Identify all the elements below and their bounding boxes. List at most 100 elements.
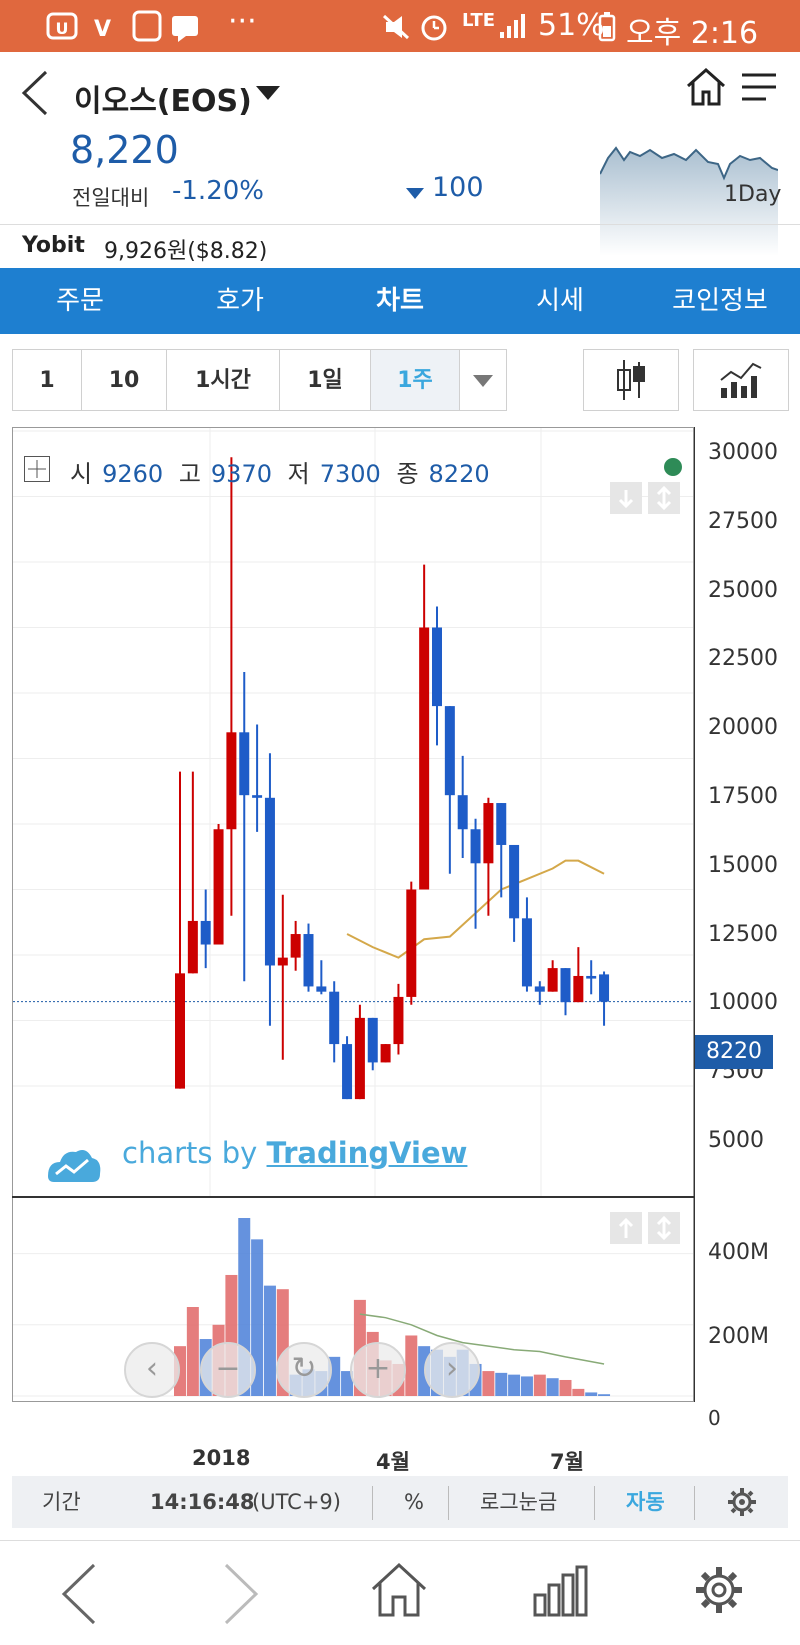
- candle-body: [303, 934, 314, 987]
- nav-home-icon[interactable]: [370, 1561, 428, 1619]
- coin-dropdown-icon[interactable]: [256, 86, 280, 100]
- scroll-right-button[interactable]: ›: [424, 1342, 480, 1398]
- svg-text:U: U: [56, 19, 69, 38]
- candle-body: [187, 920, 198, 974]
- clock: 오후 2:16: [626, 16, 759, 51]
- nav-back-icon[interactable]: [60, 1563, 100, 1625]
- candle-body: [316, 986, 327, 992]
- tradingview-watermark[interactable]: charts by TradingView: [122, 1136, 467, 1170]
- candle-body: [483, 803, 494, 864]
- period-1-hour[interactable]: 1시간: [166, 349, 280, 411]
- y-tick: 25000: [708, 578, 778, 603]
- x-tick: 4월: [376, 1450, 410, 1474]
- volume-scale-buttons[interactable]: [610, 1212, 682, 1246]
- sparkline-chart[interactable]: [600, 138, 778, 256]
- scroll-left-button[interactable]: ‹: [124, 1342, 180, 1398]
- candle-body: [432, 627, 442, 707]
- nav-forward-icon[interactable]: [220, 1563, 260, 1625]
- y-tick: 15000: [708, 853, 778, 878]
- candle-body: [573, 975, 584, 1003]
- y-tick: 22500: [708, 646, 778, 671]
- candle-body: [264, 797, 275, 966]
- volume-bar: [546, 1378, 559, 1396]
- price-scale-buttons[interactable]: [610, 482, 682, 516]
- volume-bar: [482, 1371, 495, 1396]
- nav-settings-icon[interactable]: [694, 1565, 744, 1615]
- y-tick: 17500: [708, 784, 778, 809]
- zoom-in-button[interactable]: +: [350, 1342, 406, 1398]
- connection-status-icon: [664, 458, 682, 476]
- tab-market-price[interactable]: 시세: [536, 286, 584, 316]
- period-range-button[interactable]: 기간: [42, 1490, 81, 1514]
- period-1-day[interactable]: 1일: [279, 349, 371, 411]
- chart-settings-icon[interactable]: [728, 1488, 756, 1516]
- close-label: 종: [396, 460, 419, 488]
- toolbar-clock: 14:16:48: [150, 1490, 255, 1514]
- volume-bar: [533, 1374, 546, 1396]
- candle-body: [252, 795, 263, 798]
- battery-percent: 51%: [538, 8, 605, 43]
- volume-y-tick: 0: [708, 1406, 721, 1430]
- svg-text:V: V: [94, 17, 111, 42]
- ohlc-toggle-icon[interactable]: [24, 456, 50, 482]
- tab-order[interactable]: 주문: [56, 286, 104, 316]
- candle-body: [393, 996, 404, 1045]
- chevron-down-icon: [473, 375, 493, 387]
- reset-zoom-button[interactable]: ↻: [276, 1342, 332, 1398]
- low-value: 7300: [319, 460, 381, 488]
- y-tick: 20000: [708, 715, 778, 740]
- open-value: 9260: [102, 460, 164, 488]
- tab-coin-info[interactable]: 코인정보: [672, 286, 768, 316]
- toolbar-divider: [694, 1486, 695, 1520]
- sparkline-period: 1Day: [724, 182, 782, 207]
- percent-scale-button[interactable]: %: [404, 1490, 424, 1514]
- nav-chart-icon[interactable]: [532, 1563, 588, 1619]
- tab-bar: 주문 호가 차트 시세 코인정보: [0, 268, 800, 334]
- high-label: 고: [178, 460, 201, 488]
- price-chart[interactable]: [13, 428, 693, 1196]
- volume-bar: [508, 1374, 521, 1396]
- candle-body: [406, 889, 417, 997]
- coin-title[interactable]: 이오스(EOS): [74, 84, 252, 119]
- volume-bar: [559, 1379, 572, 1396]
- volume-bar: [572, 1388, 585, 1396]
- period-10[interactable]: 10: [81, 349, 167, 411]
- auto-scale-button[interactable]: 자동: [626, 1490, 665, 1514]
- y-tick: 12500: [708, 922, 778, 947]
- volume-bar: [405, 1335, 418, 1396]
- indicator-chart-icon: [720, 362, 762, 398]
- candle-body: [367, 1017, 378, 1063]
- candle-body: [200, 920, 211, 945]
- home-icon[interactable]: [686, 68, 726, 106]
- candle-body: [354, 1017, 365, 1100]
- candle-body: [547, 968, 558, 992]
- volume-bar: [186, 1307, 199, 1396]
- toolbar-divider: [594, 1486, 595, 1520]
- period-1[interactable]: 1: [12, 349, 82, 411]
- log-scale-button[interactable]: 로그눈금: [480, 1490, 558, 1514]
- battery-icon: [598, 12, 616, 42]
- indicators-button[interactable]: [693, 349, 789, 411]
- back-icon[interactable]: [20, 70, 50, 116]
- ohlc-legend: 시 9260 고 9370 저 7300 종 8220: [70, 454, 498, 489]
- chart-frame[interactable]: [12, 427, 694, 1402]
- y-tick: 27500: [708, 509, 778, 534]
- period-dropdown[interactable]: [459, 349, 507, 411]
- change-label: 전일대비: [72, 186, 150, 210]
- low-label: 저: [287, 460, 310, 488]
- chart-type-button[interactable]: [583, 349, 679, 411]
- period-1-week[interactable]: 1주: [370, 349, 460, 411]
- candle-body: [175, 973, 185, 1089]
- toolbar-timezone[interactable]: (UTC+9): [252, 1490, 341, 1514]
- zoom-out-button[interactable]: −: [200, 1342, 256, 1398]
- signal-icon: [500, 14, 525, 38]
- volume-bar: [251, 1239, 264, 1396]
- tab-orderbook[interactable]: 호가: [216, 286, 264, 316]
- change-amount: 100: [432, 172, 484, 203]
- candle-body: [534, 986, 545, 992]
- menu-icon[interactable]: [742, 72, 778, 102]
- candlestick-icon: [617, 360, 645, 400]
- x-tick: 7월: [550, 1450, 584, 1474]
- tab-chart[interactable]: 차트: [376, 286, 424, 316]
- tradingview-link[interactable]: TradingView: [266, 1136, 468, 1170]
